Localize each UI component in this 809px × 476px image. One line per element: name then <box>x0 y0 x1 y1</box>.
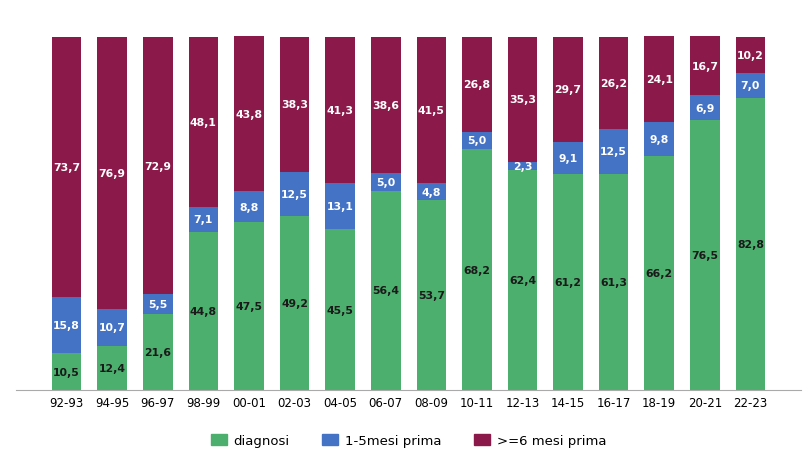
Bar <box>462 150 492 390</box>
Bar <box>645 157 674 390</box>
Text: 56,4: 56,4 <box>372 286 400 296</box>
Text: 68,2: 68,2 <box>464 265 490 275</box>
Text: 62,4: 62,4 <box>509 275 536 285</box>
Bar <box>188 232 218 390</box>
Bar <box>735 99 765 390</box>
Bar <box>462 38 492 132</box>
Text: 9,1: 9,1 <box>558 153 578 163</box>
Bar <box>690 120 720 390</box>
Text: 44,8: 44,8 <box>190 307 217 317</box>
Bar <box>735 38 765 74</box>
Bar <box>553 175 583 390</box>
Bar <box>599 38 629 130</box>
Text: 38,3: 38,3 <box>281 100 308 110</box>
Bar <box>417 38 446 184</box>
Text: 66,2: 66,2 <box>646 268 673 278</box>
Text: 4,8: 4,8 <box>421 188 441 198</box>
Text: 21,6: 21,6 <box>144 347 172 357</box>
Bar <box>280 217 309 390</box>
Bar <box>143 295 172 314</box>
Bar <box>508 162 537 170</box>
Text: 72,9: 72,9 <box>144 161 172 171</box>
Bar <box>325 184 355 230</box>
Text: 24,1: 24,1 <box>646 75 673 85</box>
Text: 5,0: 5,0 <box>376 178 396 188</box>
Bar <box>462 132 492 150</box>
Text: 47,5: 47,5 <box>235 302 262 312</box>
Text: 8,8: 8,8 <box>239 202 259 212</box>
Bar <box>234 192 264 223</box>
Text: 12,4: 12,4 <box>99 364 125 374</box>
Text: 76,9: 76,9 <box>99 169 125 178</box>
Bar <box>508 38 537 162</box>
Bar <box>690 96 720 120</box>
Bar <box>417 184 446 201</box>
Text: 13,1: 13,1 <box>327 202 354 212</box>
Bar <box>97 347 127 390</box>
Bar <box>645 122 674 157</box>
Text: 26,8: 26,8 <box>464 80 490 90</box>
Text: 15,8: 15,8 <box>53 320 80 330</box>
Text: 6,9: 6,9 <box>695 103 714 113</box>
Bar <box>553 38 583 142</box>
Text: 12,5: 12,5 <box>600 147 627 157</box>
Text: 10,7: 10,7 <box>99 323 125 333</box>
Bar <box>97 38 127 309</box>
Bar <box>52 298 82 353</box>
Bar <box>280 38 309 173</box>
Bar <box>52 353 82 390</box>
Bar <box>325 38 355 184</box>
Text: 45,5: 45,5 <box>327 305 354 315</box>
Text: 10,2: 10,2 <box>737 51 764 61</box>
Bar <box>553 142 583 175</box>
Bar <box>325 230 355 390</box>
Bar <box>599 174 629 390</box>
Bar <box>234 38 264 192</box>
Bar <box>371 174 400 191</box>
Bar <box>52 38 82 298</box>
Text: 49,2: 49,2 <box>281 298 308 308</box>
Text: 53,7: 53,7 <box>417 291 445 301</box>
Text: 61,2: 61,2 <box>555 278 582 288</box>
Bar <box>143 314 172 390</box>
Text: 7,0: 7,0 <box>741 81 760 91</box>
Text: 2,3: 2,3 <box>513 161 532 171</box>
Text: 38,6: 38,6 <box>372 101 400 111</box>
Text: 16,7: 16,7 <box>692 62 718 72</box>
Bar <box>508 170 537 390</box>
Bar <box>371 38 400 174</box>
Text: 26,2: 26,2 <box>600 79 627 89</box>
Text: 29,7: 29,7 <box>555 85 582 95</box>
Text: 61,3: 61,3 <box>600 277 627 287</box>
Bar <box>417 201 446 390</box>
Text: 48,1: 48,1 <box>190 118 217 128</box>
Text: 10,5: 10,5 <box>53 367 80 377</box>
Text: 35,3: 35,3 <box>509 95 536 105</box>
Text: 73,7: 73,7 <box>53 163 80 173</box>
Text: 7,1: 7,1 <box>193 215 213 225</box>
Bar <box>188 208 218 232</box>
Text: 43,8: 43,8 <box>235 109 262 119</box>
Legend: diagnosi, 1-5mesi prima, >=6 mesi prima: diagnosi, 1-5mesi prima, >=6 mesi prima <box>205 428 612 452</box>
Bar <box>599 130 629 174</box>
Bar <box>234 223 264 390</box>
Bar <box>280 173 309 217</box>
Text: 12,5: 12,5 <box>282 190 308 200</box>
Text: 82,8: 82,8 <box>737 239 764 249</box>
Bar <box>188 38 218 208</box>
Bar <box>690 38 720 96</box>
Text: 5,0: 5,0 <box>468 136 486 146</box>
Bar <box>97 309 127 347</box>
Bar <box>143 38 172 295</box>
Text: 41,3: 41,3 <box>327 106 354 116</box>
Text: 9,8: 9,8 <box>650 135 669 145</box>
Bar <box>645 38 674 122</box>
Text: 5,5: 5,5 <box>148 299 167 309</box>
Text: 41,5: 41,5 <box>418 106 445 116</box>
Bar <box>735 74 765 99</box>
Bar <box>371 191 400 390</box>
Text: 76,5: 76,5 <box>692 250 718 260</box>
